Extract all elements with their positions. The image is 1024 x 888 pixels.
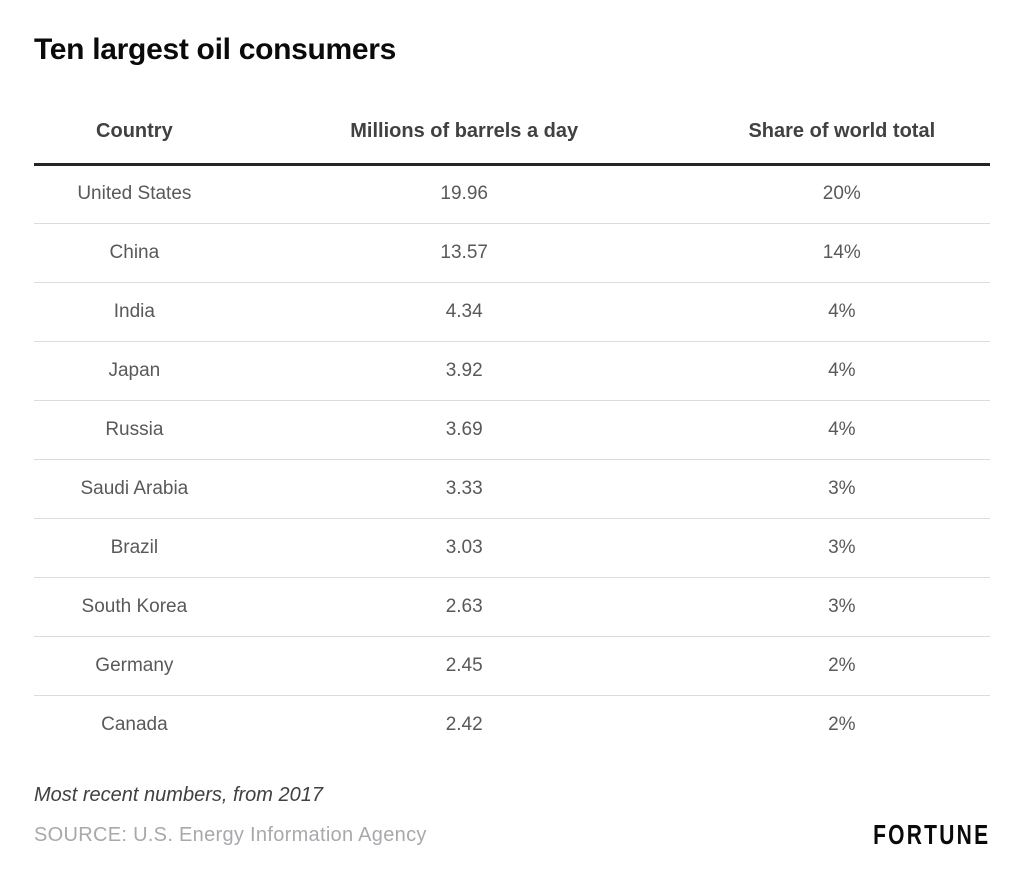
cell-country: Germany <box>34 635 235 695</box>
table-row: Brazil 3.03 3% <box>34 517 990 577</box>
cell-country: Japan <box>34 340 235 400</box>
cell-barrels: 19.96 <box>440 183 488 204</box>
source-text: SOURCE: U.S. Energy Information Agency <box>34 823 427 846</box>
table-header-row: Country Millions of barrels a day Share … <box>34 100 990 166</box>
page-title: Ten largest oil consumers <box>34 33 397 66</box>
column-header-share: Share of world total <box>693 100 990 166</box>
fortune-logo: FORTUNE <box>872 819 990 850</box>
cell-share: 2% <box>693 635 990 695</box>
cell-country: South Korea <box>34 576 235 636</box>
cell-barrels: 2.45 <box>234 635 694 695</box>
table-row: Canada 2.42 2% <box>34 694 990 754</box>
cell-share: 4% <box>693 281 990 341</box>
cell-share: 3% <box>693 458 990 518</box>
cell-country: Saudi Arabia <box>34 458 235 518</box>
cell-country: Canada <box>34 694 235 754</box>
cell-country: China <box>34 222 235 282</box>
cell-country: United States <box>77 183 192 204</box>
cell-barrels: 3.03 <box>234 517 694 577</box>
cell-barrels: 3.92 <box>234 340 694 400</box>
cell-country: Brazil <box>34 517 235 577</box>
table-row: Japan 3.92 4% <box>34 340 990 400</box>
cell-share: 4% <box>693 399 990 459</box>
cell-country: Russia <box>34 399 235 459</box>
cell-barrels: 3.33 <box>234 458 694 518</box>
oil-consumers-table: Country Millions of barrels a day Share … <box>34 100 990 754</box>
cell-barrels: 2.42 <box>234 694 694 754</box>
footnote: Most recent numbers, from 2017 <box>34 784 324 806</box>
table-row: Germany 2.45 2% <box>34 635 990 695</box>
cell-share: 14% <box>693 222 990 282</box>
column-header-country: Country <box>34 100 235 166</box>
table-row: India 4.34 4% <box>34 281 990 341</box>
cell-share: 20% <box>822 183 861 204</box>
column-header-barrels: Millions of barrels a day <box>234 100 694 166</box>
cell-share: 3% <box>693 576 990 636</box>
cell-barrels: 13.57 <box>234 222 694 282</box>
cell-country: India <box>34 281 235 341</box>
cell-barrels: 4.34 <box>234 281 694 341</box>
cell-share: 2% <box>693 694 990 754</box>
cell-barrels: 2.63 <box>234 576 694 636</box>
table-row: China 13.57 14% <box>34 222 990 282</box>
table-row: United States 19.96 20% <box>34 164 990 223</box>
cell-barrels: 3.69 <box>234 399 694 459</box>
footer: SOURCE: U.S. Energy Information Agency F… <box>34 819 990 851</box>
cell-share: 3% <box>693 517 990 577</box>
table-row: South Korea 2.63 3% <box>34 576 990 636</box>
table-row: Russia 3.69 4% <box>34 399 990 459</box>
cell-share: 4% <box>693 340 990 400</box>
table-row: Saudi Arabia 3.33 3% <box>34 458 990 518</box>
